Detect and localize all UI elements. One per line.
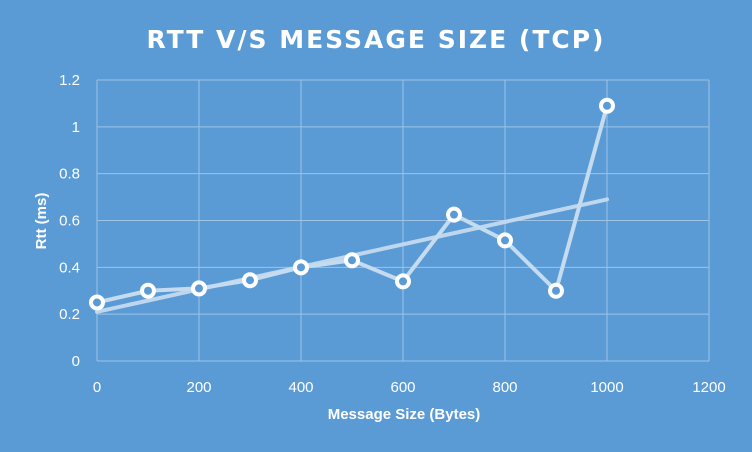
data-point bbox=[344, 252, 360, 269]
data-point bbox=[548, 282, 564, 299]
grid bbox=[96, 79, 710, 362]
data-point bbox=[395, 273, 411, 290]
x-tick-label: 1200 bbox=[692, 379, 725, 396]
data-point bbox=[242, 272, 258, 289]
x-tick-label: 200 bbox=[186, 379, 211, 396]
y-tick-label: 0.8 bbox=[59, 166, 80, 183]
data-point bbox=[140, 282, 156, 299]
y-tick-label: 0.4 bbox=[59, 259, 80, 276]
y-tick-label: 1.2 bbox=[59, 72, 80, 89]
x-axis-title: Message Size (Bytes) bbox=[328, 406, 481, 423]
y-tick-label: 0.2 bbox=[59, 306, 80, 323]
tick-labels: 0 0.2 0.4 0.6 0.8 1 1.2 0 200 400 600 800 1000 1200 bbox=[59, 72, 726, 396]
series-layer bbox=[89, 97, 615, 311]
y-axis-title: Rtt (ms) bbox=[33, 193, 50, 250]
y-tick-label: 1 bbox=[72, 119, 80, 136]
chart-title: RTT V/S MESSAGE SIZE (TCP) bbox=[147, 25, 606, 54]
series-line bbox=[95, 103, 609, 305]
data-point bbox=[497, 232, 513, 249]
y-tick-label: 0 bbox=[72, 353, 80, 370]
x-tick-label: 0 bbox=[93, 379, 101, 396]
y-tick-label: 0.6 bbox=[59, 213, 80, 230]
data-point bbox=[293, 259, 309, 276]
x-tick-label: 600 bbox=[390, 379, 415, 396]
data-point bbox=[191, 280, 207, 297]
x-tick-label: 1000 bbox=[590, 379, 623, 396]
x-tick-label: 800 bbox=[492, 379, 517, 396]
data-point bbox=[446, 206, 462, 223]
x-tick-label: 400 bbox=[288, 379, 313, 396]
data-point bbox=[89, 294, 105, 311]
data-point bbox=[599, 97, 615, 114]
